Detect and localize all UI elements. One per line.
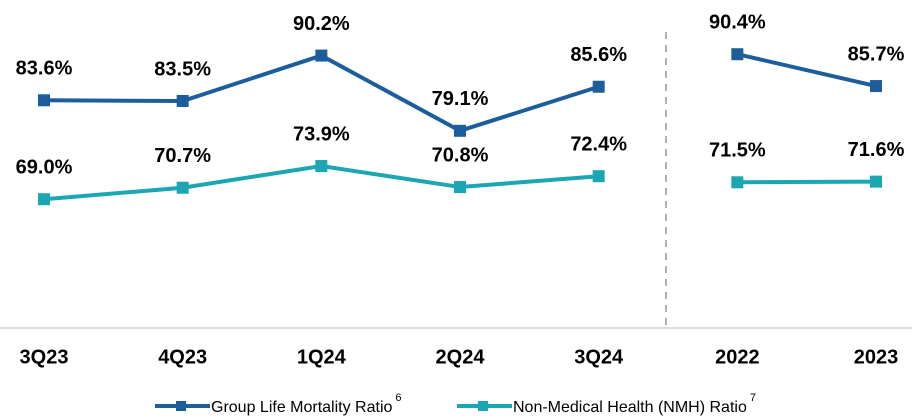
x-tick-label: 3Q24: [574, 346, 624, 368]
series-line: [737, 179, 877, 185]
marker: [454, 124, 467, 137]
x-tick-label: 1Q24: [297, 346, 347, 368]
marker: [454, 181, 467, 194]
data-label: 85.7%: [848, 43, 905, 65]
legend-footnote: 6: [395, 392, 401, 404]
marker: [870, 175, 883, 188]
marker: [731, 176, 744, 189]
x-tick-label: 2Q24: [436, 346, 486, 368]
legend-marker: [478, 401, 488, 411]
marker: [176, 94, 189, 107]
marker: [38, 193, 50, 206]
data-label: 70.7%: [154, 145, 211, 167]
data-label: 72.4%: [570, 133, 627, 155]
data-label: 83.6%: [16, 58, 73, 80]
marker: [870, 80, 883, 93]
marker: [176, 181, 189, 194]
series-line: [736, 52, 877, 89]
legend: Group Life Mortality Ratio 6 Non-Medical…: [155, 392, 756, 416]
legend-footnote: 7: [750, 392, 756, 404]
marker: [592, 170, 605, 183]
data-label: 85.6%: [570, 44, 627, 66]
data-label: 71.6%: [848, 139, 905, 161]
data-label: 73.9%: [293, 123, 350, 145]
marker: [38, 94, 50, 107]
x-tick-label: 2022: [715, 346, 760, 368]
x-tick-label: 4Q23: [158, 346, 207, 368]
x-tick-label: 2023: [854, 346, 899, 368]
marker: [731, 48, 744, 61]
data-label: 69.0%: [16, 157, 73, 179]
series-line: [43, 53, 600, 133]
legend-label: Non-Medical Health (NMH) Ratio: [513, 399, 747, 416]
marker: [315, 49, 328, 62]
marker: [315, 160, 328, 173]
marker: [592, 80, 605, 93]
data-label: 83.5%: [154, 58, 211, 80]
data-label: 79.1%: [432, 88, 489, 110]
data-label: 71.5%: [709, 140, 766, 162]
data-label: 90.2%: [293, 13, 350, 35]
data-label: 90.4%: [709, 11, 766, 33]
x-tick-label: 3Q23: [20, 346, 69, 368]
legend-label: Group Life Mortality Ratio: [211, 399, 393, 416]
data-label: 70.8%: [432, 144, 489, 166]
legend-marker: [176, 401, 186, 411]
